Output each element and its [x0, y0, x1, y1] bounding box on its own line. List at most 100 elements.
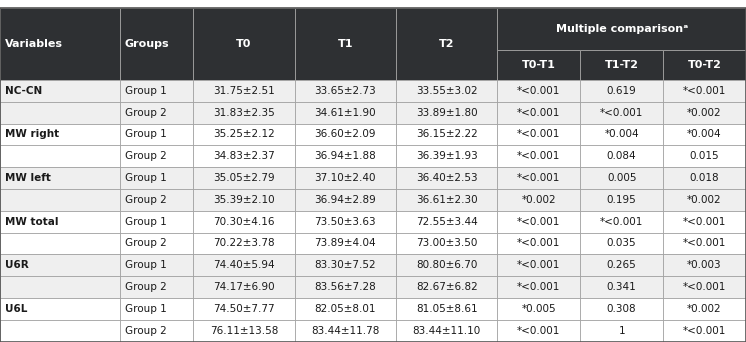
Bar	[119, 276, 193, 298]
Text: 0.015: 0.015	[690, 151, 719, 161]
Text: 37.10±2.40: 37.10±2.40	[315, 173, 376, 183]
Bar	[0, 8, 119, 80]
Text: MW left: MW left	[5, 173, 51, 183]
Bar	[498, 189, 580, 211]
Bar	[396, 254, 498, 276]
Bar	[580, 254, 663, 276]
Bar	[119, 123, 193, 145]
Text: 34.83±2.37: 34.83±2.37	[213, 151, 275, 161]
Bar	[580, 189, 663, 211]
Bar	[498, 254, 580, 276]
Text: *<0.001: *<0.001	[683, 238, 727, 249]
Bar	[0, 102, 119, 123]
Text: 36.40±2.53: 36.40±2.53	[416, 173, 477, 183]
Text: 35.05±2.79: 35.05±2.79	[213, 173, 275, 183]
Bar	[580, 211, 663, 233]
Bar	[193, 189, 295, 211]
Text: 36.39±1.93: 36.39±1.93	[416, 151, 477, 161]
Bar	[193, 320, 295, 342]
Bar	[193, 167, 295, 189]
Text: *0.004: *0.004	[687, 130, 722, 140]
Bar	[295, 145, 396, 167]
Bar	[663, 123, 746, 145]
Text: 74.40±5.94: 74.40±5.94	[213, 260, 275, 270]
Bar	[580, 123, 663, 145]
Bar	[193, 80, 295, 102]
Text: 0.084: 0.084	[606, 151, 636, 161]
Bar	[580, 298, 663, 320]
Text: T1: T1	[338, 39, 353, 49]
Text: *<0.001: *<0.001	[517, 173, 560, 183]
Text: 82.05±8.01: 82.05±8.01	[315, 304, 376, 314]
Text: Group 2: Group 2	[125, 238, 166, 249]
Bar	[193, 298, 295, 320]
Bar	[119, 298, 193, 320]
Bar	[295, 233, 396, 254]
Text: *0.002: *0.002	[687, 195, 722, 205]
Bar	[498, 80, 580, 102]
Text: Group 1: Group 1	[125, 260, 166, 270]
Text: 74.50±7.77: 74.50±7.77	[213, 304, 275, 314]
Text: *<0.001: *<0.001	[683, 217, 727, 227]
Bar	[396, 320, 498, 342]
Bar	[498, 298, 580, 320]
Bar	[580, 320, 663, 342]
Text: *<0.001: *<0.001	[517, 108, 560, 118]
Text: 33.89±1.80: 33.89±1.80	[416, 108, 477, 118]
Text: T2: T2	[439, 39, 454, 49]
Text: 80.80±6.70: 80.80±6.70	[416, 260, 477, 270]
Text: Groups: Groups	[125, 39, 169, 49]
Text: Group 1: Group 1	[125, 130, 166, 140]
Bar	[0, 254, 119, 276]
Text: 73.00±3.50: 73.00±3.50	[416, 238, 477, 249]
Text: 83.56±7.28: 83.56±7.28	[315, 282, 376, 292]
Bar	[580, 167, 663, 189]
Text: 36.15±2.22: 36.15±2.22	[416, 130, 477, 140]
Text: *<0.001: *<0.001	[517, 282, 560, 292]
Bar	[663, 80, 746, 102]
Text: *<0.001: *<0.001	[517, 130, 560, 140]
Bar	[663, 276, 746, 298]
Bar	[0, 233, 119, 254]
Bar	[193, 8, 295, 80]
Bar	[498, 8, 746, 50]
Text: U6L: U6L	[5, 304, 28, 314]
Text: 36.94±1.88: 36.94±1.88	[315, 151, 376, 161]
Bar	[498, 102, 580, 123]
Text: *0.002: *0.002	[687, 304, 722, 314]
Text: 35.25±2.12: 35.25±2.12	[213, 130, 275, 140]
Bar	[0, 80, 119, 102]
Bar	[663, 189, 746, 211]
Bar	[295, 298, 396, 320]
Text: *<0.001: *<0.001	[517, 151, 560, 161]
Text: MW right: MW right	[5, 130, 59, 140]
Bar	[580, 50, 663, 80]
Bar	[580, 145, 663, 167]
Bar	[295, 102, 396, 123]
Text: 34.61±1.90: 34.61±1.90	[315, 108, 376, 118]
Bar	[0, 320, 119, 342]
Text: *<0.001: *<0.001	[517, 217, 560, 227]
Bar	[498, 320, 580, 342]
Bar	[663, 233, 746, 254]
Text: Group 1: Group 1	[125, 304, 166, 314]
Text: T0: T0	[236, 39, 251, 49]
Bar	[295, 320, 396, 342]
Bar	[663, 50, 746, 80]
Text: U6R: U6R	[5, 260, 29, 270]
Bar	[0, 145, 119, 167]
Bar	[396, 298, 498, 320]
Bar	[498, 123, 580, 145]
Bar	[580, 102, 663, 123]
Bar	[0, 167, 119, 189]
Text: 76.11±13.58: 76.11±13.58	[210, 326, 278, 336]
Bar	[119, 189, 193, 211]
Bar	[193, 211, 295, 233]
Bar	[580, 233, 663, 254]
Bar	[119, 233, 193, 254]
Text: *0.002: *0.002	[521, 195, 556, 205]
Bar	[663, 102, 746, 123]
Text: Group 2: Group 2	[125, 108, 166, 118]
Bar	[663, 254, 746, 276]
Bar	[295, 189, 396, 211]
